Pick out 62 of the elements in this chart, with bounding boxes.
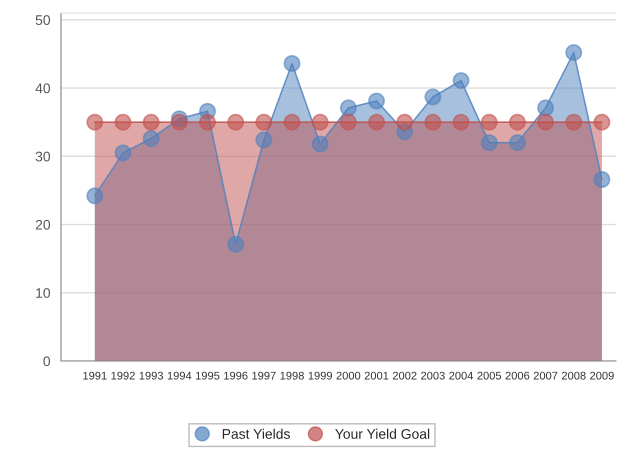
y-tick-label: 0: [43, 356, 50, 366]
point: [396, 114, 414, 131]
x-tick-label: 1995: [196, 372, 220, 380]
x-tick-label: 2009: [590, 372, 614, 380]
point: [170, 114, 188, 131]
x-tick-label: 2001: [364, 372, 388, 380]
point: [86, 114, 104, 131]
y-tick-label: 50: [36, 15, 50, 25]
point: [508, 114, 526, 131]
point: [142, 130, 160, 147]
point: [284, 114, 300, 131]
y-tick-label: 40: [35, 83, 50, 94]
point: [565, 44, 582, 62]
point: [593, 171, 610, 188]
x-tick-label: 1992: [111, 372, 135, 380]
x-tick-label: 1994: [168, 372, 192, 380]
point: [199, 114, 216, 131]
point: [508, 134, 526, 152]
x-tick-label: 2005: [477, 372, 502, 380]
point: [424, 88, 442, 106]
x-tick-label: 1997: [252, 372, 276, 380]
x-tick-label: 2006: [506, 372, 530, 380]
point: [452, 72, 470, 89]
point: [312, 136, 329, 152]
x-tick-label: 1996: [224, 372, 248, 380]
x-tick-label: 2007: [534, 372, 558, 380]
point: [86, 187, 104, 204]
point: [114, 114, 132, 131]
point: [452, 114, 470, 131]
point: [227, 236, 244, 253]
point: [368, 114, 385, 131]
point: [284, 55, 300, 72]
point: [340, 114, 357, 131]
x-tick-label: 2000: [336, 372, 360, 380]
x-tick-label: 1998: [280, 372, 304, 380]
point: [255, 114, 272, 131]
x-tick-label: 1999: [308, 372, 332, 380]
y-tick-label: 20: [36, 220, 50, 230]
point: [424, 114, 442, 131]
point: [312, 114, 329, 131]
point: [340, 99, 357, 116]
point: [368, 92, 385, 110]
point: [537, 99, 554, 116]
point: [142, 114, 160, 131]
x-tick-label: 2003: [421, 372, 445, 380]
point: [537, 114, 554, 131]
x-tick-label: 2008: [562, 372, 586, 380]
y-tick-label: 10: [36, 288, 50, 298]
x-tick-label: 1993: [140, 372, 164, 380]
x-tick-label: 2004: [449, 372, 474, 380]
point: [227, 114, 244, 131]
x-tick-label: 2002: [392, 372, 417, 380]
x-tick-label: 1991: [83, 372, 107, 380]
point: [480, 114, 498, 131]
y-tick-label: 30: [36, 152, 50, 162]
point: [255, 131, 272, 148]
legend-label: Your Yield Goal: [335, 428, 430, 439]
legend-label: Past Yields: [222, 428, 290, 439]
point: [114, 144, 132, 162]
point: [480, 134, 498, 152]
point: [593, 114, 610, 131]
point: [565, 114, 582, 131]
